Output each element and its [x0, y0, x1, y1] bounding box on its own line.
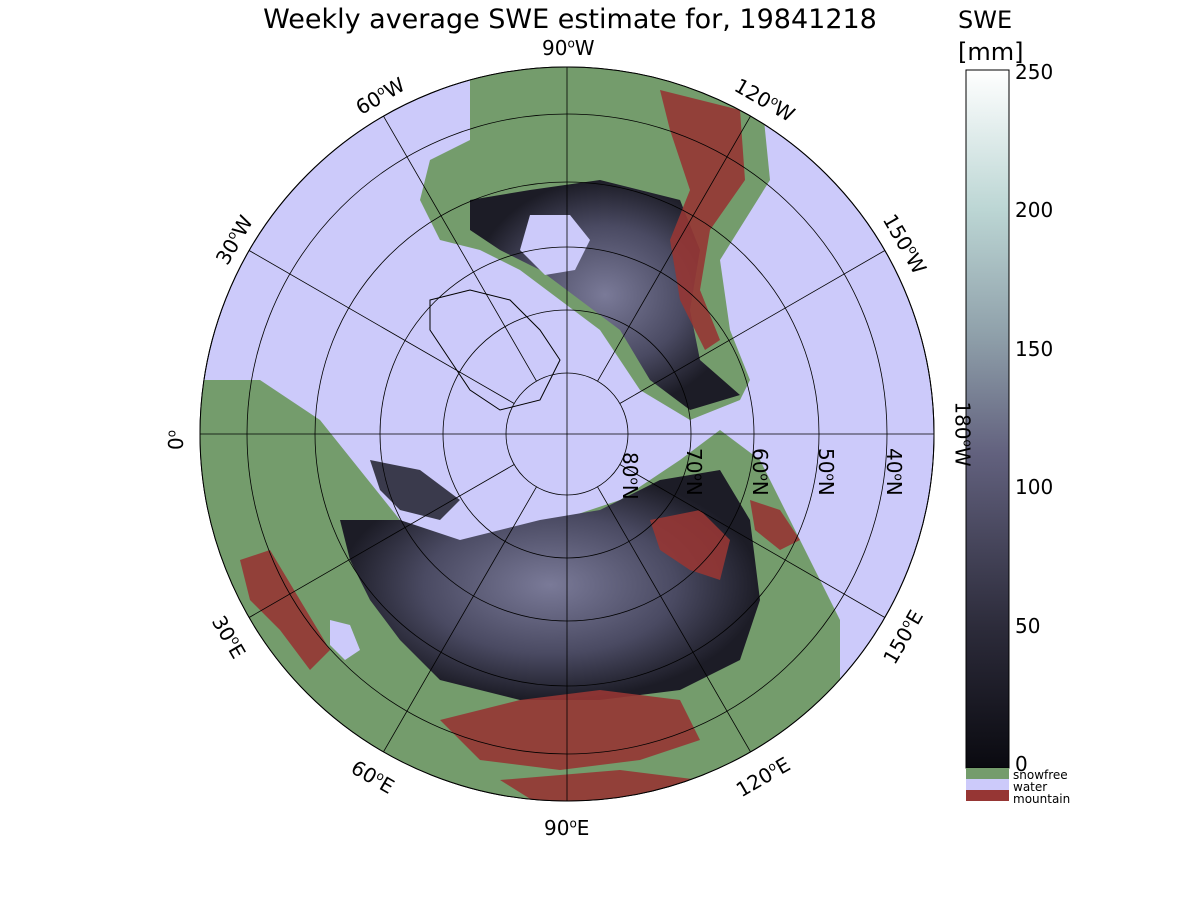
graticule — [200, 67, 934, 801]
legend-label-mountain: mountain — [1013, 792, 1071, 806]
colorbar-title: SWE — [958, 6, 1013, 34]
colorbar-tick-50: 50 — [1015, 614, 1041, 638]
colorbar-ramp — [965, 69, 1010, 769]
mountain-alps — [240, 550, 330, 670]
landmass-layer — [200, 67, 840, 801]
caspian-sea — [330, 620, 360, 660]
lat-label-70n: 70oN — [682, 448, 706, 496]
legend-swatch-mountain — [966, 790, 1009, 801]
greenland-outline — [429, 289, 561, 411]
hudson-bay — [520, 215, 590, 275]
map-frame — [199, 66, 935, 802]
lon-label-90w: 90oW — [542, 36, 595, 60]
lon-label-90e: 90oE — [544, 816, 590, 840]
meridian-line — [597, 486, 751, 753]
mountain-central-asia — [440, 690, 700, 770]
legend-swatch-water — [966, 779, 1009, 790]
colorbar-unit: [mm] — [958, 38, 1024, 66]
meridians — [200, 67, 934, 801]
colorbar-tick-150: 150 — [1015, 337, 1054, 361]
mountain-kamchatka — [750, 500, 800, 550]
colorbar-tick-250: 250 — [1015, 60, 1054, 84]
lon-label-0: 0o — [164, 429, 189, 451]
legend-label-water: water — [1013, 780, 1048, 794]
lat-label-60n: 60oN — [748, 448, 772, 496]
lon-label-180w: 180oW — [950, 401, 975, 467]
meridian-line — [248, 250, 515, 404]
meridian-line — [619, 250, 886, 404]
mountain-east-siberia — [650, 510, 730, 580]
meridian-line — [383, 115, 537, 382]
meridian-line — [619, 464, 886, 618]
meridian-line — [248, 464, 515, 618]
lat-label-40n: 40oN — [882, 448, 906, 496]
meridian-line — [383, 486, 537, 753]
legend-swatch-snowfree — [966, 768, 1009, 779]
meridian-line — [597, 115, 751, 382]
lat-label-50n: 50oN — [814, 448, 838, 496]
map-title: Weekly average SWE estimate for, 1984121… — [263, 4, 877, 35]
lat-label-80n: 80oN — [618, 452, 642, 500]
colorbar-tick-200: 200 — [1015, 198, 1054, 222]
snow-scandinavia — [370, 460, 460, 520]
colorbar-tick-0: 0 — [1015, 752, 1028, 776]
legend-label-snowfree: snowfree — [1013, 768, 1068, 782]
colorbar-tick-100: 100 — [1015, 475, 1054, 499]
